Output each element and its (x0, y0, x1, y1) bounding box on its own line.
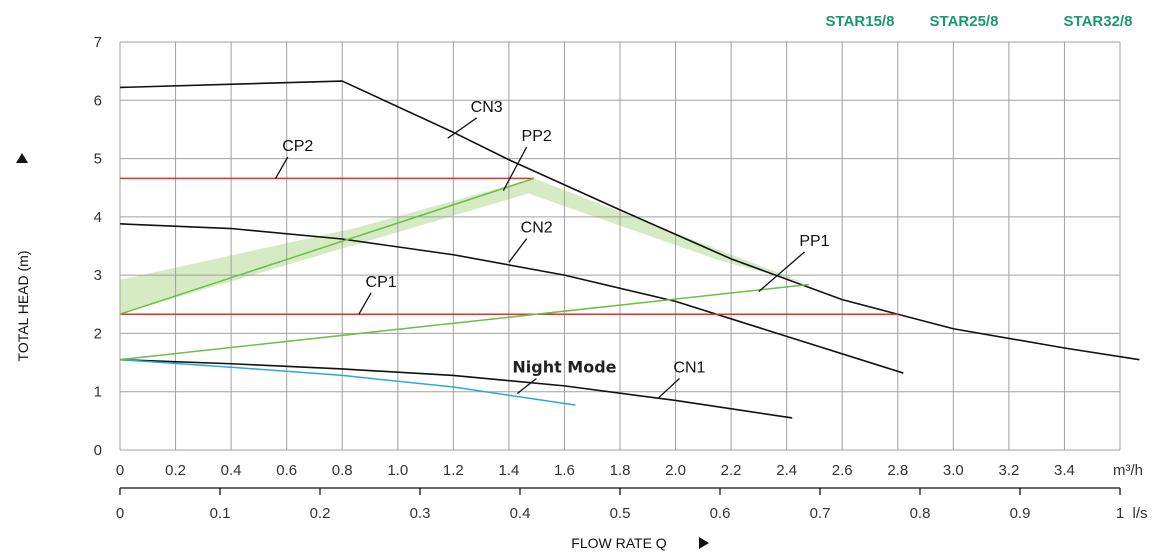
x-tick-label: 3.4 (1054, 462, 1075, 479)
x-tick-label: 2.2 (721, 462, 742, 479)
axes: 0 1 2 3 4 5 6 7 TOTAL HEAD (m) 0 0.2 0.4 0.6 0.8 1.0 1.… (15, 34, 1148, 551)
x-tick-label: 0.2 (165, 462, 186, 479)
x-tick-label: 1.4 (498, 462, 519, 479)
series-lines (119, 80, 1140, 419)
secondary-x-tick-label: 0 (116, 505, 124, 522)
x-tick-label: 1.6 (554, 462, 575, 479)
y-tick-label: 2 (94, 325, 102, 342)
x-tick-label: 0 (116, 462, 124, 479)
leader-line-cp1 (358, 292, 372, 315)
y-tick-label: 0 (94, 442, 102, 459)
x-axis-arrow-icon (699, 537, 709, 549)
x-axis-title: FLOW RATE Q (571, 535, 667, 551)
secondary-x-tick-label: 0.4 (510, 505, 531, 522)
grid (119, 41, 1121, 451)
series-line-pp1 (119, 283, 809, 361)
y-tick-label: 1 (94, 384, 102, 401)
series-label-cn3: CN3 (471, 99, 503, 116)
x-tick-label: 1.0 (387, 462, 408, 479)
model-label: STAR25/8 (930, 13, 999, 30)
secondary-x-tick-label: 0.5 (610, 505, 631, 522)
x-tick-label: 1.8 (610, 462, 631, 479)
y-axis-title: TOTAL HEAD (m) (15, 251, 31, 362)
x-tick-label: 2.0 (665, 462, 686, 479)
leader-line-cn1 (658, 378, 680, 399)
series-line-night-mode (119, 358, 576, 406)
model-label: STAR15/8 (826, 13, 895, 30)
x-tick-label: 3.0 (943, 462, 964, 479)
x-secondary-unit: l/s (1133, 505, 1148, 522)
y-axis-arrow-icon (16, 153, 28, 163)
series-label-pp1: PP1 (799, 233, 829, 250)
secondary-x-tick-label: 0.7 (810, 505, 831, 522)
leader-line-cn3 (447, 117, 478, 139)
leader-line-cp2 (274, 156, 289, 179)
leader-line-night-mode (516, 377, 537, 394)
series-line-cn1 (119, 358, 793, 419)
x-tick-label: 0.8 (332, 462, 353, 479)
operating-area (120, 178, 809, 360)
series-label-cp1: CP1 (366, 274, 397, 291)
secondary-x-tick-label: 1 (1116, 505, 1124, 522)
model-labels: STAR15/8 STAR25/8 STAR32/8 (826, 13, 1133, 30)
secondary-x-tick-label: 0.3 (410, 505, 431, 522)
x-tick-label: 1.2 (443, 462, 464, 479)
y-tick-label: 6 (94, 92, 102, 109)
x-tick-label: 2.6 (832, 462, 853, 479)
secondary-x-tick-label: 0.8 (910, 505, 931, 522)
series-line-cn2 (119, 223, 904, 374)
x-tick-label: 0.6 (276, 462, 297, 479)
y-tick-label: 5 (94, 151, 102, 168)
secondary-x-tick-label: 0.1 (210, 505, 231, 522)
leader-line-pp2 (502, 146, 528, 191)
y-tick-label: 4 (94, 209, 102, 226)
secondary-x-tick-label: 0.9 (1010, 505, 1031, 522)
series-label-night-mode: Night Mode (512, 357, 616, 376)
y-tick-label: 3 (94, 267, 102, 284)
series-label-cn1: CN1 (673, 359, 705, 376)
secondary-x-tick-label: 0.2 (310, 505, 331, 522)
series-line-cn3 (119, 80, 1140, 361)
x-tick-label: 3.2 (998, 462, 1019, 479)
series-line-pp2 (119, 177, 535, 315)
leader-line-pp1 (758, 251, 805, 292)
series-labels: CN3 CN2 CN1 Night Mode CP2 CP1 PP2 PP1 (274, 99, 830, 399)
operating-area-fill (120, 178, 809, 360)
x-tick-label: 2.4 (776, 462, 797, 479)
x-tick-label: 0.4 (221, 462, 242, 479)
model-label: STAR32/8 (1064, 13, 1133, 30)
series-label-cp2: CP2 (282, 138, 313, 155)
series-label-cn2: CN2 (521, 220, 553, 237)
x-primary-unit: m³/h (1113, 462, 1143, 479)
secondary-x-tick-label: 0.6 (710, 505, 731, 522)
leader-line-cn2 (508, 238, 528, 263)
x-tick-label: 2.8 (887, 462, 908, 479)
y-tick-label: 7 (94, 34, 102, 51)
series-label-pp2: PP2 (522, 128, 552, 145)
